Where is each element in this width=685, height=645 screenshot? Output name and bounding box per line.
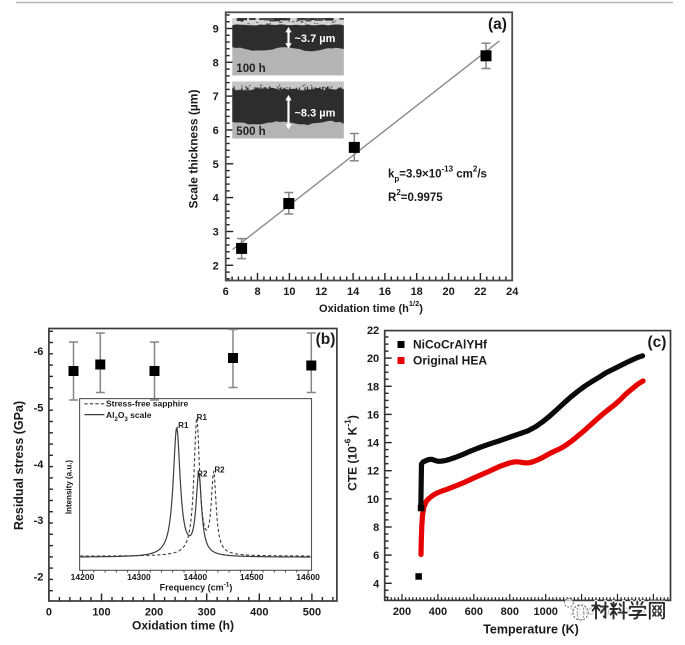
svg-text:3: 3 [213, 227, 219, 239]
svg-text:Frequency (cm-1): Frequency (cm-1) [160, 581, 233, 592]
svg-text:22: 22 [367, 325, 379, 337]
svg-text:200: 200 [145, 607, 163, 619]
svg-text:Scale thickness (µm): Scale thickness (µm) [187, 90, 201, 209]
svg-text:800: 800 [501, 606, 519, 618]
svg-text:Intensity (a.u.): Intensity (a.u.) [65, 460, 74, 515]
svg-text:2: 2 [213, 260, 219, 272]
svg-text:-3: -3 [34, 515, 44, 527]
svg-text:-6: -6 [34, 346, 44, 358]
svg-text:Al2O3 scale: Al2O3 scale [106, 410, 152, 423]
svg-text:24: 24 [506, 286, 519, 298]
svg-text:100: 100 [92, 607, 110, 619]
svg-text:(a): (a) [488, 16, 507, 33]
svg-text:14200: 14200 [71, 572, 95, 582]
svg-text:16: 16 [367, 409, 379, 421]
svg-text:4: 4 [213, 193, 220, 205]
svg-text:-5: -5 [34, 402, 44, 414]
svg-text:kp=3.9×10-13 cm2/s: kp=3.9×10-13 cm2/s [388, 165, 487, 184]
svg-text:14600: 14600 [296, 572, 320, 582]
svg-text:14: 14 [367, 438, 380, 450]
svg-text:22: 22 [474, 286, 486, 298]
svg-text:(b): (b) [316, 331, 336, 348]
svg-text:300: 300 [198, 607, 216, 619]
svg-text:6: 6 [373, 550, 379, 562]
svg-text:10: 10 [367, 494, 379, 506]
svg-text:Original HEA: Original HEA [413, 354, 487, 368]
svg-text:~3.7 µm: ~3.7 µm [295, 33, 336, 45]
svg-text:(c): (c) [648, 334, 667, 351]
svg-text:R2: R2 [214, 466, 225, 475]
svg-text:R2=0.9975: R2=0.9975 [388, 188, 443, 204]
svg-text:Residual stress (GPa): Residual stress (GPa) [12, 401, 26, 530]
svg-text:16: 16 [379, 286, 391, 298]
svg-text:R1: R1 [178, 421, 189, 430]
svg-text:10: 10 [283, 286, 295, 298]
svg-text:14300: 14300 [127, 572, 151, 582]
svg-text:NiCoCrAlYHf: NiCoCrAlYHf [413, 338, 488, 352]
svg-text:18: 18 [367, 381, 379, 393]
svg-text:6: 6 [223, 286, 229, 298]
svg-text:12: 12 [315, 286, 327, 298]
svg-text:20: 20 [367, 353, 379, 365]
svg-text:18: 18 [411, 286, 423, 298]
svg-text:-4: -4 [34, 459, 45, 471]
svg-text:Oxidation time (h): Oxidation time (h) [132, 619, 234, 633]
svg-text:7: 7 [213, 91, 219, 103]
svg-text:600: 600 [465, 606, 483, 618]
svg-text:12: 12 [367, 466, 379, 478]
svg-text:100 h: 100 h [236, 63, 265, 75]
svg-text:200: 200 [393, 606, 411, 618]
svg-text:CTE (10-6 K-1): CTE (10-6 K-1) [343, 415, 360, 491]
svg-text:5: 5 [213, 159, 219, 171]
svg-text:400: 400 [250, 607, 268, 619]
svg-text:Temperature (K): Temperature (K) [483, 623, 579, 637]
svg-text:~8.3 µm: ~8.3 µm [295, 108, 336, 120]
svg-text:1000: 1000 [533, 606, 557, 618]
svg-text:8: 8 [254, 286, 260, 298]
svg-text:20: 20 [442, 286, 454, 298]
svg-text:Oxidation time (h1/2): Oxidation time (h1/2) [319, 299, 423, 315]
svg-text:500 h: 500 h [236, 126, 265, 138]
svg-text:0: 0 [46, 607, 52, 619]
svg-text:8: 8 [213, 57, 219, 69]
svg-text:4: 4 [373, 578, 380, 590]
svg-text:500: 500 [303, 607, 321, 619]
svg-text:14500: 14500 [240, 572, 264, 582]
svg-text:-2: -2 [34, 572, 44, 584]
svg-text:400: 400 [429, 606, 447, 618]
svg-text:Stress-free sapphire: Stress-free sapphire [106, 399, 188, 409]
svg-text:14400: 14400 [183, 572, 207, 582]
svg-text:6: 6 [213, 125, 219, 137]
svg-text:R2: R2 [197, 470, 208, 479]
svg-text:14: 14 [347, 286, 360, 298]
svg-text:8: 8 [373, 522, 379, 534]
svg-text:R1: R1 [197, 413, 208, 422]
svg-text:9: 9 [213, 24, 219, 36]
